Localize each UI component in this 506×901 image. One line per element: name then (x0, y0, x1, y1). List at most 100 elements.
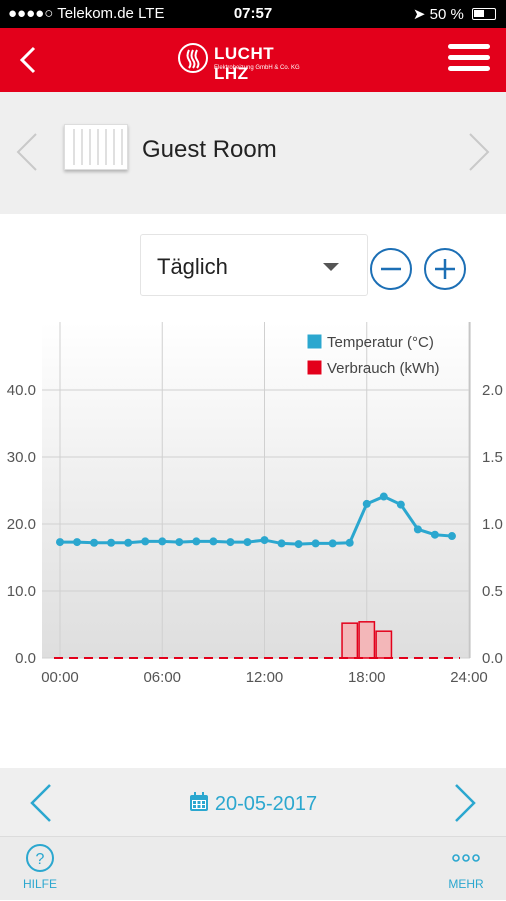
x-tick-label: 24:00 (450, 669, 488, 686)
x-tick-label: 00:00 (41, 669, 79, 686)
selected-date: 20-05-2017 (214, 793, 318, 815)
y-right-tick-label: 2.0 (482, 382, 503, 399)
temperature-point (396, 500, 405, 509)
temperature-point (124, 538, 133, 547)
temperature-point (175, 538, 184, 547)
temperature-point (158, 537, 167, 546)
brand-subtitle: Elektroheizung GmbH & Co. KG (214, 65, 300, 71)
tab-more[interactable]: MEHR (426, 843, 506, 901)
battery-percent: 50 % (429, 6, 464, 23)
temperature-point (447, 532, 456, 541)
chart-grid (42, 322, 471, 659)
consumption-bar (341, 622, 359, 659)
temperature-point (90, 538, 99, 547)
legend-label: Verbrauch (kWh) (327, 360, 440, 377)
calendar-icon (189, 792, 208, 811)
zoom-out-button[interactable] (369, 247, 413, 291)
temperature-point (362, 499, 371, 508)
y-right-tick-label: 1.0 (482, 516, 503, 533)
chevron-right-icon (469, 133, 490, 171)
temperature-point (277, 539, 286, 548)
period-selected-value: Täglich (157, 254, 228, 279)
legend-swatch (306, 359, 323, 376)
legend-swatch (306, 333, 323, 350)
temperature-point (73, 538, 82, 547)
temperature-point (209, 537, 218, 546)
plus-circle-icon (424, 248, 466, 290)
consumption-chart: 0.0 10.0 20.0 30.0 40.0 0.0 0.5 1.0 1.5 2.0 00:0… (0, 322, 506, 692)
temperature-point (379, 492, 388, 501)
back-button[interactable] (10, 40, 50, 80)
legend-label: Temperatur (°C) (327, 334, 434, 351)
chevron-left-icon (30, 784, 51, 822)
temperature-point (311, 539, 320, 548)
temperature-point (56, 538, 64, 547)
consumption-bar (375, 630, 393, 659)
tab-more-label: MEHR (448, 877, 484, 891)
status-bar: ●●●●○ Telekom.de LTE 07:57 ➤ 50 % (0, 0, 506, 28)
brand-logo: LUCHT LHZ Elektroheizung GmbH & Co. KG (178, 42, 308, 83)
y-left-tick-label: 30.0 (7, 449, 36, 466)
y-right-tick-label: 1.5 (482, 449, 503, 466)
temperature-point (328, 539, 337, 548)
tab-help-label: HILFE (22, 877, 57, 891)
bottom-tab-bar: ? HILFE MEHR (0, 836, 506, 900)
temperature-point (260, 536, 269, 545)
zoom-in-button[interactable] (423, 247, 467, 291)
temperature-point (345, 538, 354, 547)
svg-text:?: ? (36, 851, 45, 868)
consumption-bars (341, 621, 393, 659)
y-right-tick-label: 0.5 (482, 583, 503, 600)
temperature-point (243, 538, 252, 547)
flame-logo-icon (178, 43, 208, 73)
carrier-label: ●●●●○ Telekom.de LTE (8, 5, 165, 22)
temperature-point (294, 540, 303, 549)
x-tick-label: 06:00 (143, 669, 181, 686)
temperature-series (56, 492, 456, 549)
chart-svg: 0.0 10.0 20.0 30.0 40.0 0.0 0.5 1.0 1.5 2.0 00:0… (7, 322, 503, 686)
date-picker[interactable]: 20-05-2017 (0, 792, 506, 816)
temperature-point (141, 537, 150, 546)
chevron-left-icon (16, 133, 37, 171)
room-name: Guest Room (142, 136, 277, 163)
x-axis: 00:00 06:00 12:00 18:00 24:00 (41, 669, 488, 686)
app-header: LUCHT LHZ Elektroheizung GmbH & Co. KG (0, 28, 506, 92)
period-dropdown[interactable]: Täglich (140, 234, 368, 296)
x-tick-label: 12:00 (246, 669, 284, 686)
y-left-tick-label: 40.0 (7, 382, 36, 399)
x-tick-label: 18:00 (348, 669, 386, 686)
battery-status: ➤ 50 % (413, 5, 496, 23)
temperature-point (107, 538, 116, 547)
y-left-tick-label: 10.0 (7, 583, 36, 600)
previous-room-button[interactable] (12, 130, 42, 174)
temperature-point (226, 538, 235, 547)
plot-area (42, 322, 470, 658)
location-icon: ➤ (412, 6, 426, 23)
more-dots-icon (452, 854, 480, 862)
chart-legend: Temperatur (°C) Verbrauch (kWh) (306, 333, 440, 377)
menu-button[interactable] (448, 44, 490, 76)
clock: 07:57 (233, 5, 273, 22)
minus-circle-icon (370, 248, 412, 290)
temperature-point (192, 537, 201, 546)
y-right-tick-label: 0.0 (482, 650, 503, 667)
next-day-button[interactable] (450, 782, 480, 824)
temperature-point (430, 530, 439, 539)
chevron-right-icon (455, 784, 476, 822)
date-navigator: 20-05-2017 (0, 768, 506, 836)
temperature-point (413, 525, 422, 534)
y-left-tick-label: 0.0 (15, 650, 36, 667)
y-left-tick-label: 20.0 (7, 516, 36, 533)
brand-name: LUCHT LHZ (214, 44, 275, 83)
previous-day-button[interactable] (26, 782, 56, 824)
room-selector: Guest Room (0, 92, 506, 214)
y-axis-left: 0.0 10.0 20.0 30.0 40.0 (7, 382, 36, 667)
next-room-button[interactable] (464, 130, 494, 174)
y-axis-right: 0.0 0.5 1.0 1.5 2.0 (482, 382, 503, 667)
chevron-left-icon (19, 46, 36, 74)
caret-down-icon (323, 263, 339, 271)
radiator-icon (64, 124, 128, 170)
tab-help[interactable]: ? HILFE (0, 843, 80, 901)
consumption-bar (358, 621, 376, 659)
battery-icon (472, 8, 496, 20)
